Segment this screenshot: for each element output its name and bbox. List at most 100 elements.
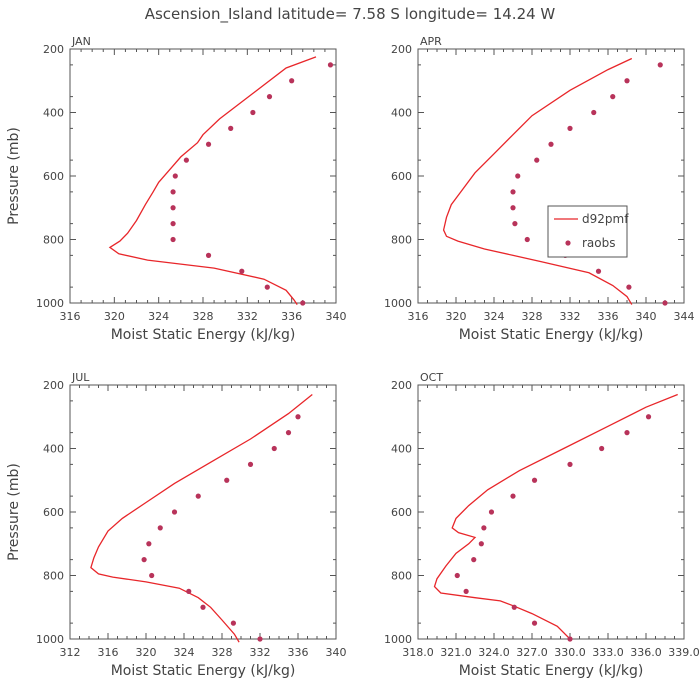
data-point-raobs <box>662 300 668 306</box>
y-tick-label: 1000 <box>36 633 64 646</box>
data-point-raobs <box>534 157 540 163</box>
data-point-raobs <box>624 78 630 84</box>
data-point-raobs <box>488 509 495 515</box>
x-tick-label: 324 <box>174 646 195 659</box>
data-point-raobs <box>239 268 245 274</box>
data-point-raobs <box>463 588 469 594</box>
x-tick-label: 332 <box>250 646 271 659</box>
data-point-raobs <box>205 252 212 258</box>
data-point-raobs <box>657 62 663 68</box>
y-tick-label: 400 <box>43 107 64 120</box>
data-point-raobs <box>224 477 230 483</box>
y-tick-label: 1000 <box>384 297 412 310</box>
data-point-raobs <box>266 94 273 100</box>
y-tick-label: 600 <box>391 506 412 519</box>
y-tick-label: 800 <box>391 234 412 247</box>
x-axis-label: Moist Static Energy (kJ/kg) <box>111 663 296 679</box>
panel-label: OCT <box>420 371 443 384</box>
series-line-d92pmf <box>433 393 678 640</box>
data-point-raobs <box>195 493 201 499</box>
data-point-raobs <box>250 109 256 116</box>
data-point-raobs <box>512 221 518 227</box>
data-point-raobs <box>624 430 630 436</box>
y-tick-label: 200 <box>391 43 412 56</box>
data-point-raobs <box>295 414 301 420</box>
x-tick-label: 333.0 <box>592 646 624 659</box>
y-tick-label: 1000 <box>36 297 64 310</box>
y-tick-label: 800 <box>43 570 64 583</box>
y-tick-label: 800 <box>391 570 412 583</box>
x-axis-label: Moist Static Energy (kJ/kg) <box>111 327 296 343</box>
y-tick-label: 200 <box>391 379 412 392</box>
data-point-raobs <box>170 236 176 243</box>
data-point-raobs <box>170 189 176 195</box>
data-point-raobs <box>548 141 554 147</box>
y-axis-label: Pressure (mb) <box>6 127 22 225</box>
data-point-raobs <box>285 430 292 436</box>
data-point-raobs <box>327 62 334 68</box>
data-point-raobs <box>510 205 516 211</box>
panel-label: JUL <box>71 371 90 384</box>
y-tick-label: 200 <box>43 379 64 392</box>
data-point-raobs <box>524 236 530 243</box>
y-tick-label: 400 <box>43 443 64 456</box>
series-line-d92pmf <box>90 393 313 643</box>
x-tick-label: 344 <box>674 310 695 323</box>
x-tick-label: 327.0 <box>516 646 548 659</box>
plot-frame <box>417 48 685 304</box>
y-tick-label: 800 <box>43 234 64 247</box>
y-axis-label: Pressure (mb) <box>6 463 22 561</box>
series-line-d92pmf <box>442 57 633 305</box>
data-point-raobs <box>567 461 573 467</box>
data-point-raobs <box>515 173 521 179</box>
legend: d92pmf raobs <box>547 205 629 258</box>
data-point-raobs <box>510 493 516 499</box>
legend-label: raobs <box>582 236 616 250</box>
data-point-raobs <box>454 572 460 579</box>
data-point-raobs <box>481 525 487 531</box>
chart-panel-jan: JAN 316 320 324 328 332 336 340 200 400 600 800 1000… <box>6 35 347 343</box>
x-tick-label: 332 <box>237 310 258 323</box>
data-point-raobs <box>172 173 178 179</box>
x-tick-label: 324.0 <box>478 646 510 659</box>
data-point-raobs <box>511 604 517 610</box>
panel-label: JAN <box>71 35 91 48</box>
y-tick-label: 600 <box>43 506 64 519</box>
x-tick-label: 336.0 <box>630 646 662 659</box>
data-point-raobs <box>595 268 602 274</box>
data-point-raobs <box>247 461 254 467</box>
data-point-raobs <box>531 477 538 483</box>
y-tick-label: 600 <box>43 170 64 183</box>
data-point-raobs <box>141 557 147 563</box>
x-tick-label: 321.0 <box>440 646 472 659</box>
data-point-raobs <box>186 588 192 594</box>
x-tick-label: 336 <box>598 310 619 323</box>
y-tick-label: 200 <box>43 43 64 56</box>
data-point-raobs <box>183 157 189 163</box>
x-tick-label: 320 <box>446 310 467 323</box>
x-tick-label: 330.0 <box>554 646 586 659</box>
x-tick-label: 340 <box>326 646 347 659</box>
data-point-raobs <box>567 125 573 131</box>
data-point-raobs <box>170 221 176 227</box>
data-point-raobs <box>146 541 152 547</box>
data-point-raobs <box>257 636 263 642</box>
data-point-raobs <box>149 572 155 579</box>
data-point-raobs <box>170 205 176 211</box>
plot-frame <box>417 384 685 640</box>
data-point-raobs <box>645 414 652 420</box>
data-point-raobs <box>510 189 516 195</box>
data-point-raobs <box>599 445 605 452</box>
x-tick-label: 328 <box>212 646 233 659</box>
data-point-raobs <box>471 557 477 563</box>
data-point-raobs <box>171 509 178 515</box>
data-point-raobs <box>626 284 632 290</box>
x-tick-label: 312 <box>60 646 81 659</box>
x-axis-label: Moist Static Energy (kJ/kg) <box>459 327 644 343</box>
y-tick-label: 600 <box>391 170 412 183</box>
panel-label: APR <box>420 35 442 48</box>
x-tick-label: 336 <box>281 310 302 323</box>
x-tick-label: 318.0 <box>402 646 434 659</box>
x-tick-label: 324 <box>148 310 169 323</box>
x-tick-label: 324 <box>484 310 505 323</box>
